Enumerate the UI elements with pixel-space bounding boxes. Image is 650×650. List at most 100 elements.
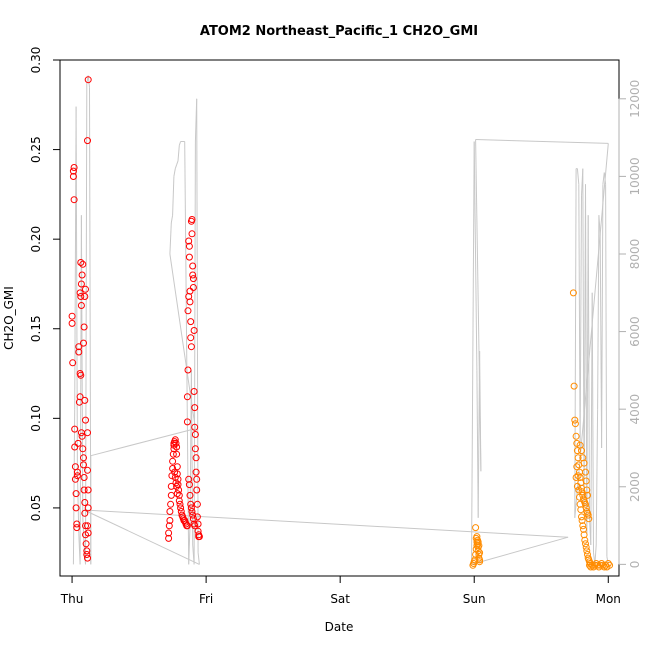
data-point [583,547,591,555]
data-point [82,416,89,424]
data-point [73,520,81,528]
altitude-segment [75,106,78,472]
data-point [173,482,181,490]
data-point [81,293,89,300]
data-point [185,253,193,261]
data-point [471,556,479,564]
data-point [574,472,582,480]
data-point [577,506,585,514]
data-point [190,388,198,395]
altitude-segment [579,195,582,449]
data-point [582,477,590,485]
data-point [189,271,197,279]
altitude-segment [475,139,609,144]
data-point [77,302,85,309]
data-point [193,500,201,508]
data-point [73,472,81,480]
data-point [189,262,197,270]
data-point [189,511,197,519]
data-point [166,508,174,515]
data-point [571,420,579,428]
data-point [588,561,596,569]
data-point [472,524,480,532]
data-point [192,454,200,462]
data-point [84,486,92,494]
altitude-segment [184,141,190,565]
plot-box [59,59,620,577]
points-layer [68,76,614,571]
data-point [78,271,86,279]
altitude-segment [177,145,180,161]
data-point [84,522,91,530]
data-point [188,230,196,238]
data-point [191,445,199,453]
data-point [68,319,76,327]
data-point [167,500,175,508]
data-point [74,439,82,447]
data-point [191,404,199,412]
data-point [587,563,595,571]
data-point [578,447,585,455]
data-point [177,504,185,512]
data-point [596,561,604,569]
altitude-segment [197,552,200,565]
altitude-segment [576,168,580,185]
data-point [69,167,77,175]
altitude-segment [475,139,482,472]
altitude-segment [178,141,182,146]
right-tick-label: 10000 [628,157,642,195]
altitude-segment [82,517,85,546]
data-point [571,416,579,424]
data-point [73,468,81,476]
data-point [187,504,195,512]
y-tick-label: 0.30 [29,47,43,74]
x-axis: Thu Fri Sat Sun Mon [60,575,621,606]
data-point [84,554,91,562]
data-point [68,312,76,320]
data-point [186,491,194,499]
data-point [80,339,87,347]
altitude-segment [597,215,600,410]
data-point [170,441,178,449]
data-point [165,522,173,530]
data-point [176,500,184,508]
data-point [183,522,191,530]
data-point [572,474,580,481]
data-point [573,482,581,490]
data-point [192,468,200,476]
data-point [84,429,91,437]
right-tick-label: 8000 [628,239,642,270]
data-point [84,529,92,537]
right-tick-label: 6000 [628,316,642,347]
y-tick-label: 0.05 [29,495,43,522]
y-axis: 0.05 0.10 0.15 0.20 0.25 0.30 [29,47,61,522]
data-point [185,481,193,489]
data-point [188,216,196,223]
y-tick-label: 0.15 [29,315,43,342]
data-point [84,504,92,512]
data-point [580,525,587,533]
altitude-segment [85,83,88,565]
data-point [476,549,484,557]
data-point [173,463,181,471]
data-point [81,509,89,517]
data-point [184,307,192,315]
data-point [77,280,85,288]
data-point [193,513,201,521]
data-point [167,482,175,490]
data-point [70,164,78,171]
data-point [77,259,85,266]
right-axis: 0 2000 4000 6000 8000 10000 12000 [618,80,642,568]
x-tick-label: Mon [596,592,621,606]
data-point [186,287,194,295]
altitude-segment [188,525,191,565]
data-point [583,486,591,494]
data-point [575,486,583,494]
data-point [79,445,87,453]
data-point [71,475,79,483]
data-point [83,551,91,558]
data-point [582,543,590,551]
data-point [69,359,77,367]
altitude-segment [603,172,607,185]
altitude-segment [601,184,604,449]
